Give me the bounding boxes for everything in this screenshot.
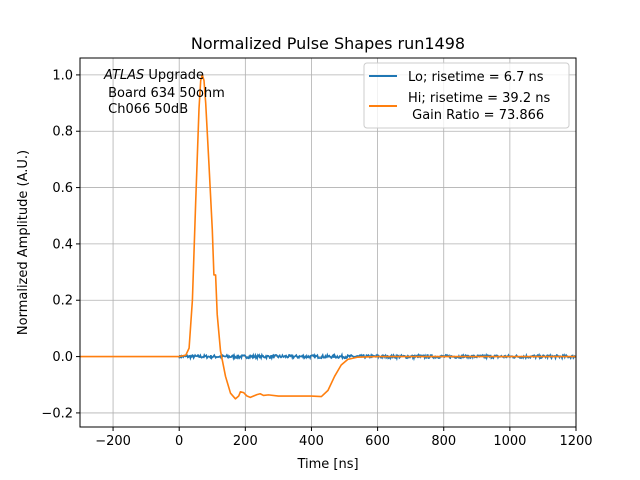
series-hi-line [80,74,576,400]
y-tick-label: −0.2 [41,406,73,421]
legend-label-lo: Lo; risetime = 6.7 ns [408,70,544,85]
chart-title: Normalized Pulse Shapes run1498 [191,34,465,53]
x-tick-label: 200 [233,434,258,449]
x-tick-label: −200 [95,434,131,449]
x-tick-label: 1000 [493,434,526,449]
x-tick-label: 800 [431,434,456,449]
legend-box [363,62,570,129]
legend-label-gain-ratio: Gain Ratio = 73.866 [408,108,544,123]
x-tick-label: 1200 [559,434,592,449]
atlas-label: ATLAS [103,68,144,83]
y-tick-label: 0.6 [52,181,73,196]
y-tick-label: 0.8 [52,125,73,140]
board-annotation: Board 634 50ohm [104,86,225,101]
atlas-annotation-line1: ATLAS Upgrade [103,68,204,83]
series-layer [80,74,576,400]
x-tick-label: 0 [175,434,183,449]
x-tick-label: 600 [365,434,390,449]
x-axis-label: Time [ns] [296,457,358,472]
plot-frame [79,57,577,428]
y-axis-label: Normalized Amplitude (A.U.) [16,150,31,335]
legend: Lo; risetime = 6.7 ns Hi; risetime = 39.… [363,62,570,129]
y-tick-label: 1.0 [52,68,73,83]
axis-ticks: −200 0 200 400 600 800 1000 1200 −0.2 0.0 0.2 0.4 0.… [41,68,592,449]
upgrade-label: Upgrade [144,68,204,83]
y-tick-label: 0.4 [52,237,73,252]
y-tick-label: 0.2 [52,294,73,309]
y-tick-label: 0.0 [52,350,73,365]
channel-annotation: Ch066 50dB [104,102,188,117]
x-tick-label: 400 [299,434,324,449]
legend-label-hi: Hi; risetime = 39.2 ns [408,91,550,106]
